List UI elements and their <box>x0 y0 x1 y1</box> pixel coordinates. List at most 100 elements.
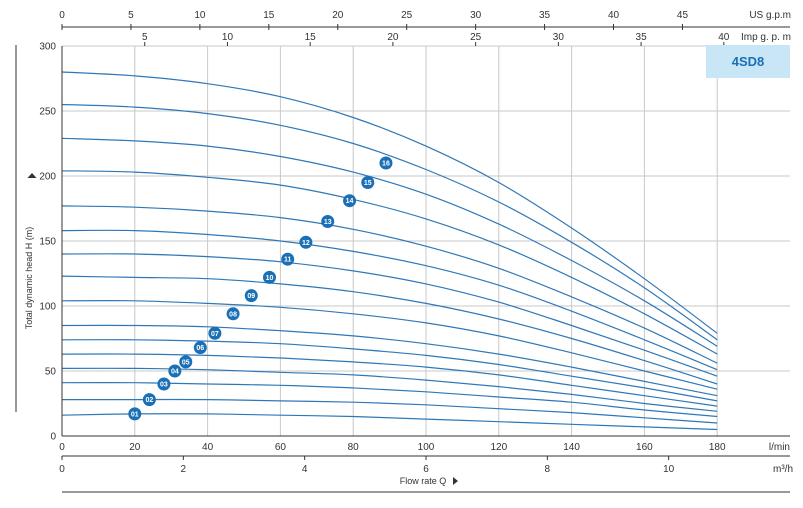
badge-16: 16 <box>379 156 393 170</box>
badge-01: 01 <box>128 407 142 421</box>
badge-06: 06 <box>193 341 207 355</box>
x-tick-label-m3h: 8 <box>545 464 551 475</box>
grid <box>62 45 790 436</box>
badge-label: 13 <box>324 219 332 226</box>
badge-11: 11 <box>281 252 295 266</box>
y-tick-label: 200 <box>39 172 56 183</box>
badge-circle <box>281 252 295 266</box>
badge-circle <box>361 176 375 189</box>
y-tick-label: 250 <box>39 107 56 118</box>
x-tick-label-lmin: 0 <box>59 442 65 453</box>
x-tick-label-usgpm: 0 <box>59 10 65 21</box>
x-tick-label-lmin: 80 <box>348 442 360 453</box>
badge-label: 07 <box>211 331 219 338</box>
badge-circle <box>168 364 182 378</box>
badge-circle <box>193 341 207 355</box>
x-tick-label-m3h: 10 <box>663 464 675 475</box>
badge-circle <box>321 215 335 228</box>
x-tick-label-lmin: 140 <box>563 442 580 453</box>
x-tick-label-lmin: 120 <box>490 442 507 453</box>
badge-circle <box>157 377 171 391</box>
x-tick-label-lmin: 100 <box>418 442 435 453</box>
x-tick-label-usgpm: 25 <box>401 10 413 21</box>
y-axis-label: Total dynamic head H (m) <box>24 227 34 330</box>
x-tick-label-usgpm: 45 <box>677 10 689 21</box>
x-tick-label-impgpm: 40 <box>718 32 730 43</box>
x-tick-label-lmin: 40 <box>202 442 214 453</box>
curve-05 <box>61 353 718 407</box>
x-tick-label-lmin: 20 <box>129 442 141 453</box>
badge-label: 06 <box>196 345 204 352</box>
badge-label: 05 <box>182 359 190 366</box>
x-tick-label-impgpm: 20 <box>387 32 399 43</box>
curve-01 <box>61 413 718 431</box>
badge-circle <box>128 407 142 421</box>
x-unit-m3h: m³/h <box>773 464 793 475</box>
x-tick-label-lmin: 160 <box>636 442 653 453</box>
badge-09: 09 <box>244 289 258 303</box>
badge-label: 09 <box>247 293 255 300</box>
badge-08: 08 <box>226 307 240 321</box>
badge-10: 10 <box>262 270 276 284</box>
badge-label: 03 <box>160 382 168 389</box>
badge-05: 05 <box>179 355 193 369</box>
curve-14 <box>61 137 718 347</box>
x-tick-label-m3h: 6 <box>423 464 429 475</box>
x-tick-label-impgpm: 10 <box>222 32 234 43</box>
badge-label: 04 <box>171 369 179 376</box>
x-tick-label-usgpm: 35 <box>539 10 551 21</box>
badge-label: 02 <box>145 397 153 404</box>
badge-circle <box>343 194 357 208</box>
curve-09 <box>61 275 718 385</box>
badge-03: 03 <box>157 377 171 391</box>
x-tick-label-lmin: 60 <box>275 442 287 453</box>
x-tick-label-usgpm: 15 <box>263 10 275 21</box>
curves <box>61 71 718 431</box>
y-tick-label: 150 <box>39 237 56 248</box>
badge-label: 12 <box>302 240 310 247</box>
badge-04: 04 <box>168 364 182 378</box>
curve-10 <box>61 253 718 377</box>
x-axis-arrow-icon <box>453 477 458 485</box>
curve-02 <box>62 398 718 424</box>
badge-circle <box>379 156 393 170</box>
badge-circle <box>179 355 193 369</box>
x-tick-label-usgpm: 10 <box>194 10 206 21</box>
x-unit-usgpm: US g.p.m <box>749 10 791 21</box>
x-axis-label: Flow rate Q <box>400 476 447 486</box>
badge-label: 15 <box>364 180 372 187</box>
badge-13: 13 <box>321 215 335 228</box>
x-tick-label-usgpm: 40 <box>608 10 620 21</box>
x-tick-label-impgpm: 5 <box>142 32 148 43</box>
curve-15 <box>61 103 718 341</box>
badge-circle <box>262 270 276 284</box>
badge-12: 12 <box>299 235 313 249</box>
badge-circle <box>244 289 258 303</box>
curve-16 <box>61 71 718 334</box>
y-tick-label: 0 <box>50 432 56 443</box>
curve-03 <box>61 382 718 418</box>
y-tick-label: 50 <box>45 367 57 378</box>
badge-circle <box>226 307 240 321</box>
model-box-bg <box>706 45 790 78</box>
x-tick-label-m3h: 2 <box>181 464 187 475</box>
badge-label: 14 <box>346 198 354 205</box>
badge-circle <box>142 393 156 407</box>
badge-label: 16 <box>382 161 390 168</box>
curve-11 <box>61 229 718 371</box>
badge-15: 15 <box>361 176 375 189</box>
model-label: 4SD8 <box>732 54 765 69</box>
badge-14: 14 <box>343 194 357 208</box>
x-tick-label-usgpm: 30 <box>470 10 482 21</box>
x-unit-lmin: l/min <box>769 442 790 453</box>
badge-label: 11 <box>284 257 292 264</box>
y-axis-arrow-icon <box>27 173 37 178</box>
curve-13 <box>61 170 718 355</box>
x-tick-label-lmin: 180 <box>709 442 726 453</box>
badge-label: 08 <box>229 311 237 318</box>
x-tick-label-impgpm: 25 <box>470 32 482 43</box>
badge-circle <box>299 235 313 249</box>
x-tick-label-impgpm: 35 <box>636 32 648 43</box>
y-tick-label: 300 <box>39 42 56 53</box>
